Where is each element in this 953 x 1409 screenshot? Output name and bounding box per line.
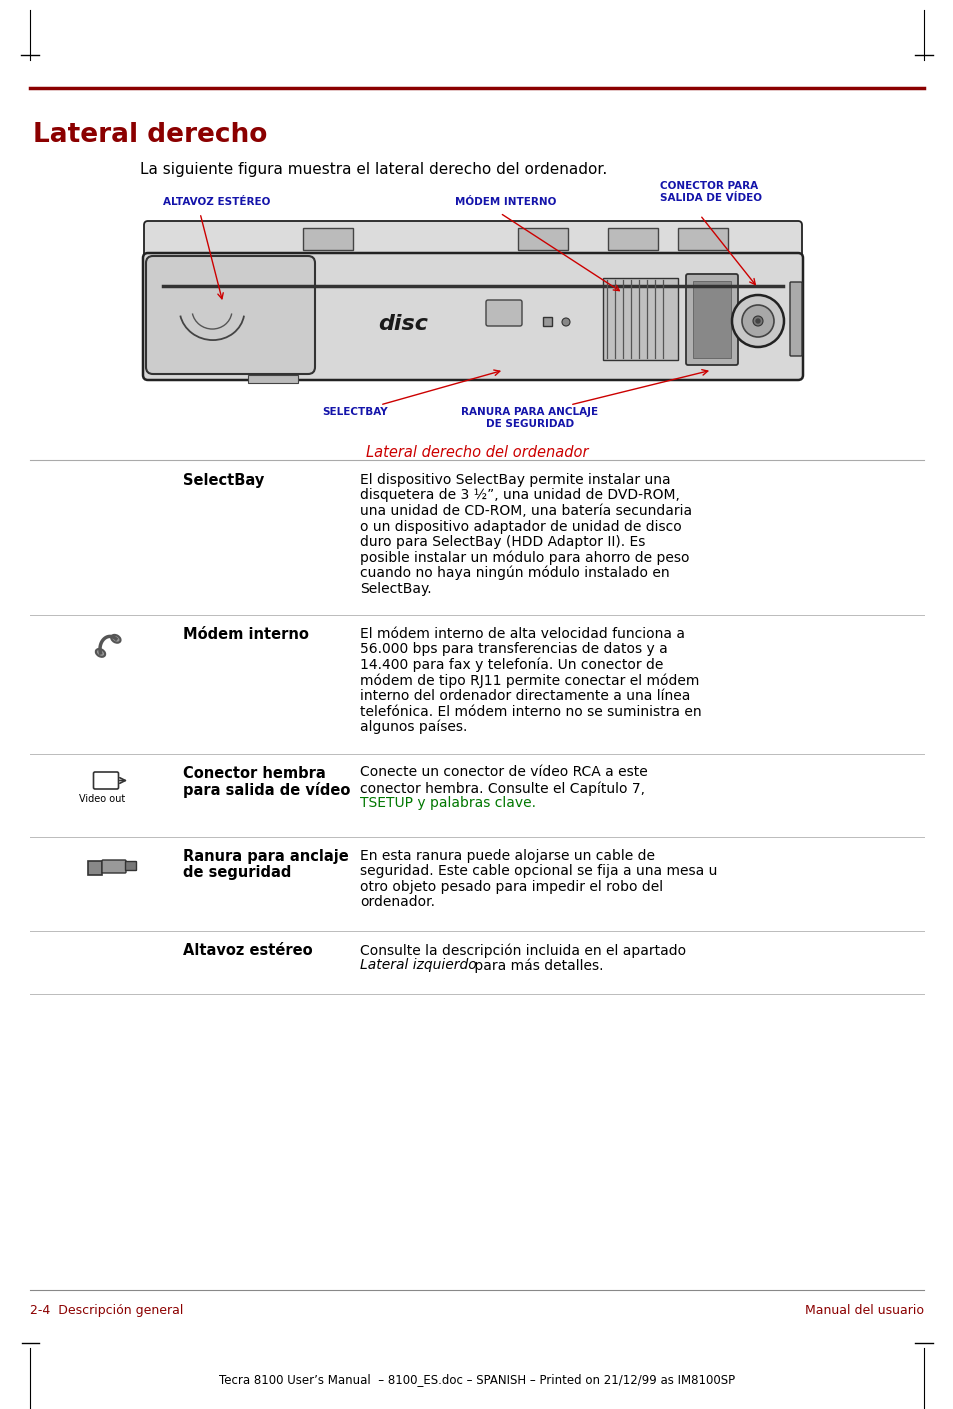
Text: 14.400 para fax y telefonía. Un conector de: 14.400 para fax y telefonía. Un conector…: [359, 658, 662, 672]
Text: ALTAVOZ ESTÉREO: ALTAVOZ ESTÉREO: [163, 197, 270, 207]
Text: Consulte la descripción incluida en el apartado: Consulte la descripción incluida en el a…: [359, 943, 685, 958]
Text: telefónica. El módem interno no se suministra en: telefónica. El módem interno no se sumin…: [359, 704, 700, 719]
FancyBboxPatch shape: [146, 256, 314, 373]
Text: El módem interno de alta velocidad funciona a: El módem interno de alta velocidad funci…: [359, 627, 684, 641]
Text: 56.000 bps para transferencias de datos y a: 56.000 bps para transferencias de datos …: [359, 643, 667, 657]
Text: Ranura para anclaje: Ranura para anclaje: [183, 850, 349, 864]
Text: CONECTOR PARA
SALIDA DE VÍDEO: CONECTOR PARA SALIDA DE VÍDEO: [659, 180, 761, 203]
FancyBboxPatch shape: [102, 859, 126, 874]
Text: disquetera de 3 ½”, una unidad de DVD-ROM,: disquetera de 3 ½”, una unidad de DVD-RO…: [359, 489, 679, 503]
Text: Conector hembra: Conector hembra: [183, 765, 325, 781]
Text: interno del ordenador directamente a una línea: interno del ordenador directamente a una…: [359, 689, 690, 703]
Text: módem de tipo RJ11 permite conectar el módem: módem de tipo RJ11 permite conectar el m…: [359, 674, 699, 688]
Bar: [692, 280, 730, 358]
Text: SelectBay: SelectBay: [183, 473, 264, 488]
Text: 2-4  Descripción general: 2-4 Descripción general: [30, 1303, 183, 1317]
Text: duro para SelectBay (HDD Adaptor II). Es: duro para SelectBay (HDD Adaptor II). Es: [359, 535, 644, 550]
Text: TSETUP y palabras clave.: TSETUP y palabras clave.: [359, 796, 536, 810]
Text: o un dispositivo adaptador de unidad de disco: o un dispositivo adaptador de unidad de …: [359, 520, 681, 534]
Circle shape: [731, 294, 783, 347]
Bar: [248, 375, 297, 383]
Bar: [303, 228, 353, 249]
Text: SELECTBAY: SELECTBAY: [322, 407, 388, 417]
Bar: [607, 228, 658, 249]
Text: para salida de vídeo: para salida de vídeo: [183, 782, 350, 797]
Text: conector hembra. Consulte el Capítulo 7,: conector hembra. Consulte el Capítulo 7,: [359, 781, 644, 796]
Bar: [678, 228, 727, 249]
FancyBboxPatch shape: [143, 254, 802, 380]
Text: seguridad. Este cable opcional se fija a una mesa u: seguridad. Este cable opcional se fija a…: [359, 865, 717, 878]
FancyBboxPatch shape: [485, 300, 521, 325]
Text: RANURA PARA ANCLAJE
DE SEGURIDAD: RANURA PARA ANCLAJE DE SEGURIDAD: [461, 407, 598, 430]
Text: SelectBay.: SelectBay.: [359, 582, 431, 596]
Text: Conecte un conector de vídeo RCA a este: Conecte un conector de vídeo RCA a este: [359, 765, 647, 779]
Text: posible instalar un módulo para ahorro de peso: posible instalar un módulo para ahorro d…: [359, 551, 689, 565]
Text: El dispositivo SelectBay permite instalar una: El dispositivo SelectBay permite instala…: [359, 473, 670, 488]
Text: otro objeto pesado para impedir el robo del: otro objeto pesado para impedir el robo …: [359, 881, 662, 893]
Circle shape: [561, 318, 569, 325]
Text: Lateral izquierdo: Lateral izquierdo: [359, 958, 476, 972]
Text: Tecra 8100 User’s Manual  – 8100_ES.doc – SPANISH – Printed on 21/12/99 as IM810: Tecra 8100 User’s Manual – 8100_ES.doc –…: [218, 1372, 735, 1386]
Text: algunos países.: algunos países.: [359, 720, 467, 734]
Text: una unidad de CD-ROM, una batería secundaria: una unidad de CD-ROM, una batería secund…: [359, 504, 691, 519]
Text: de seguridad: de seguridad: [183, 865, 291, 881]
Text: Lateral derecho del ordenador: Lateral derecho del ordenador: [365, 445, 588, 459]
Text: Módem interno: Módem interno: [183, 627, 309, 643]
Text: En esta ranura puede alojarse un cable de: En esta ranura puede alojarse un cable d…: [359, 850, 655, 862]
Bar: [88, 861, 102, 875]
Circle shape: [755, 318, 760, 323]
Text: para más detalles.: para más detalles.: [470, 958, 603, 974]
Ellipse shape: [95, 650, 105, 657]
Circle shape: [752, 316, 762, 325]
Ellipse shape: [112, 635, 120, 643]
Bar: [517, 228, 567, 249]
FancyBboxPatch shape: [144, 221, 801, 259]
FancyBboxPatch shape: [685, 273, 738, 365]
Text: ordenador.: ordenador.: [359, 896, 435, 909]
Bar: [542, 317, 552, 325]
Circle shape: [741, 304, 773, 337]
Text: Altavoz estéreo: Altavoz estéreo: [183, 943, 313, 958]
Text: Video out: Video out: [79, 793, 125, 803]
FancyBboxPatch shape: [789, 282, 801, 356]
Text: disc: disc: [377, 314, 428, 334]
FancyBboxPatch shape: [126, 861, 136, 871]
Bar: [602, 278, 678, 361]
Text: cuando no haya ningún módulo instalado en: cuando no haya ningún módulo instalado e…: [359, 566, 669, 581]
Text: Manual del usuario: Manual del usuario: [804, 1303, 923, 1317]
Text: Lateral derecho: Lateral derecho: [33, 123, 267, 148]
Text: MÓDEM INTERNO: MÓDEM INTERNO: [455, 197, 556, 207]
Text: La siguiente figura muestra el lateral derecho del ordenador.: La siguiente figura muestra el lateral d…: [140, 162, 607, 178]
